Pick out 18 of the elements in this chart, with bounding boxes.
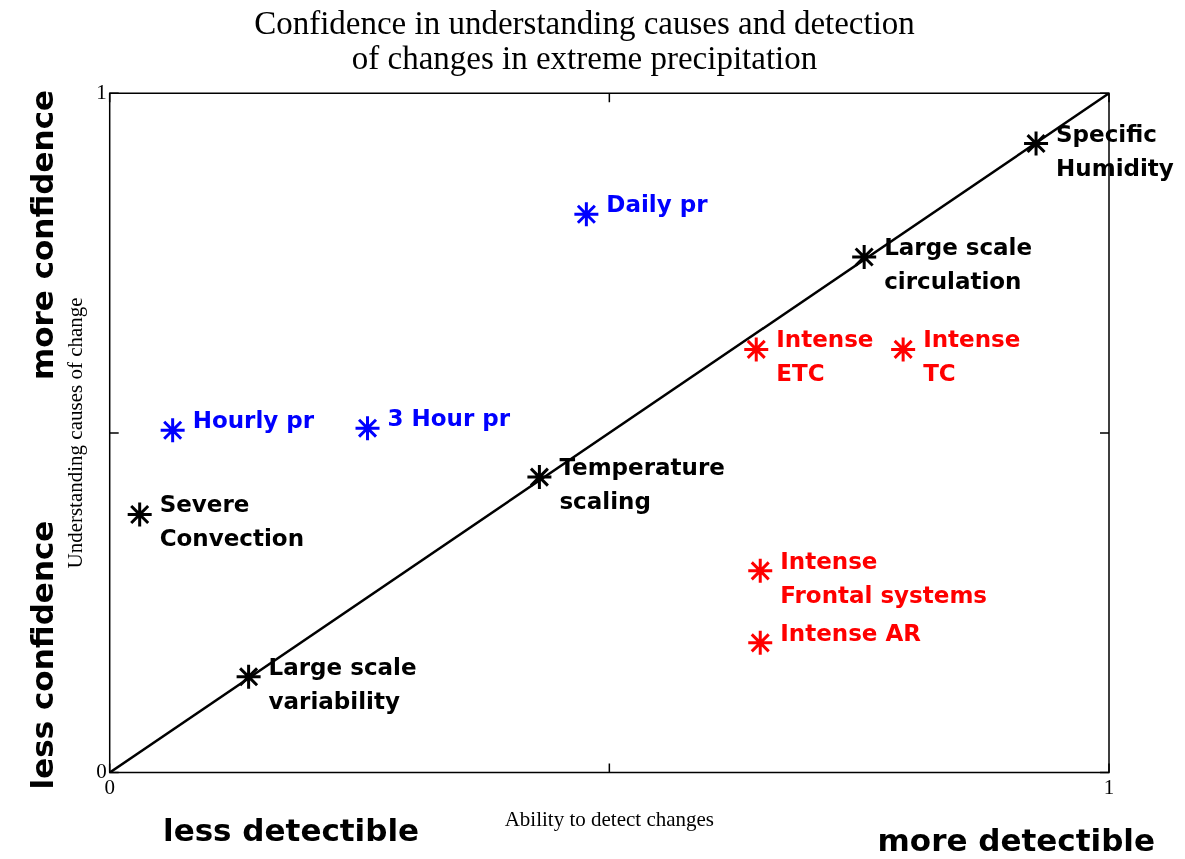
x-axis-title: Ability to detect changes: [504, 806, 715, 831]
text: more confidence: [24, 89, 60, 381]
annotation: Large scale circulation: [884, 233, 1033, 294]
annotation: Severe Convection: [159, 491, 305, 552]
annotation: Hourly pr: [192, 407, 315, 434]
text: less confidence: [24, 520, 60, 790]
annotation: 3 Hour pr: [387, 405, 511, 432]
annotation: Temperature scaling: [559, 454, 725, 515]
text: more detectible: [877, 822, 1155, 858]
annotation: Intense TC: [923, 326, 1021, 387]
chart-title: Confidence in understanding causes and detection of changes in extreme precipitation: [254, 5, 915, 76]
annotation: Intense ETC: [776, 326, 874, 387]
y-axis-title: Understanding causes of change: [63, 297, 88, 569]
annotation: Intense Frontal systems: [780, 547, 988, 608]
annotation: Large scale variability: [268, 653, 417, 714]
text: less detectible: [163, 812, 420, 848]
annotation: Daily pr: [606, 191, 709, 218]
annotation: Intense AR: [780, 619, 922, 646]
